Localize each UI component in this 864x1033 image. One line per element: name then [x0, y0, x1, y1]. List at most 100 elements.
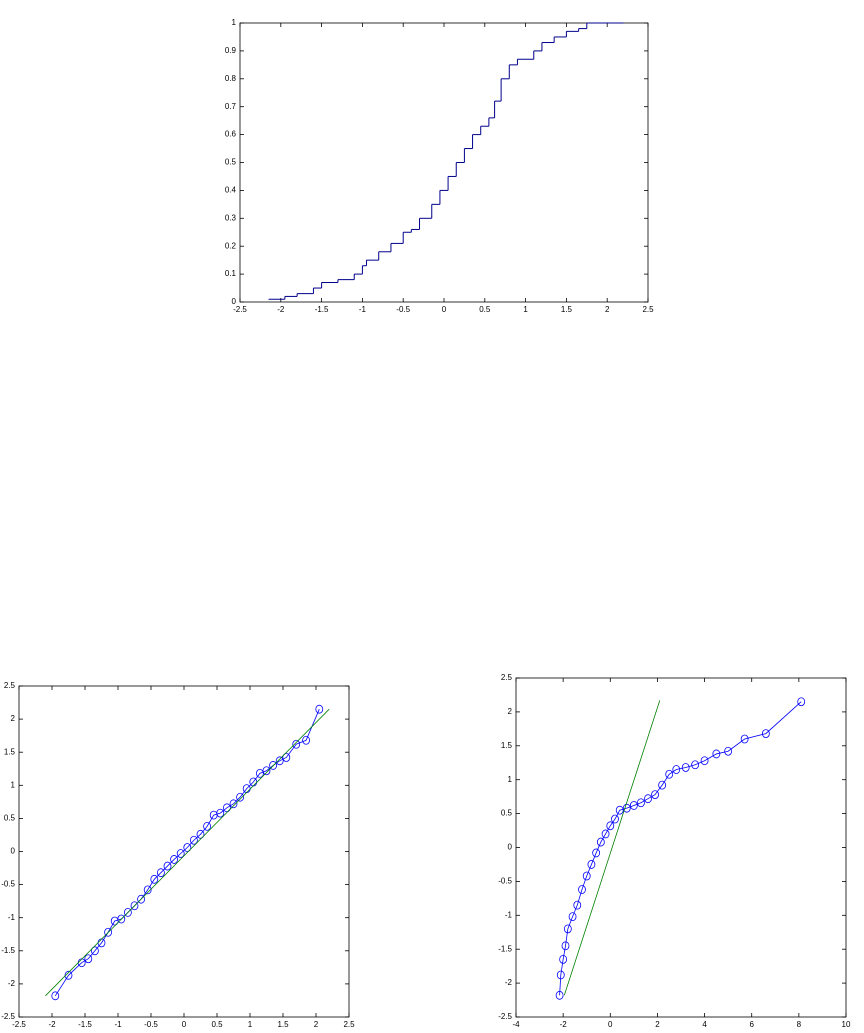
plot-area [239, 22, 649, 303]
marker [601, 829, 610, 839]
x-tick-label: 2 [605, 305, 610, 314]
x-tick-label: 1.5 [277, 1020, 289, 1029]
marker [578, 885, 586, 894]
x-tick-label: 0.5 [211, 1020, 223, 1029]
marker [700, 756, 709, 766]
y-tick-label: 1 [232, 18, 237, 27]
marker [637, 798, 645, 808]
y-tick-label: -2 [8, 979, 16, 988]
marker [587, 860, 596, 869]
marker [561, 941, 570, 951]
y-tick-label: 0.5 [225, 158, 237, 167]
y-tick-label: 2.5 [4, 681, 16, 690]
x-tick-label: 0.5 [479, 305, 491, 314]
marker [143, 885, 152, 895]
marker [573, 900, 582, 910]
y-tick-label: 0.9 [225, 46, 237, 55]
marker [761, 729, 770, 738]
y-tick-label: -1.5 [498, 944, 512, 953]
marker [651, 790, 659, 800]
x-tick-label: 2.5 [343, 1020, 355, 1029]
x-tick-label: 8 [797, 1020, 802, 1029]
y-tick-label: 0 [508, 843, 513, 852]
marker [236, 792, 245, 802]
y-tick-label: 1 [11, 780, 16, 789]
x-tick-label: 4 [702, 1020, 707, 1029]
x-tick-label: 2 [655, 1020, 660, 1029]
marker [315, 704, 324, 714]
y-tick-label: 0.4 [225, 186, 237, 195]
marker [629, 801, 638, 810]
marker [156, 868, 165, 878]
marker [606, 821, 615, 831]
x-tick-label: 0 [608, 1020, 613, 1029]
marker [269, 761, 278, 770]
x-tick-label: -2.5 [12, 1020, 26, 1029]
marker [658, 780, 667, 790]
x-tick-label: -2.5 [233, 305, 247, 314]
marker [622, 803, 631, 813]
x-tick-label: -0.5 [396, 305, 410, 314]
marker [797, 697, 806, 707]
series-line [45, 708, 330, 997]
marker [672, 765, 681, 774]
marker [137, 894, 146, 904]
x-tick-label: 0 [442, 305, 447, 314]
y-tick-label: 1.5 [501, 741, 513, 750]
y-tick-label: -2 [505, 978, 513, 987]
x-tick-label: -2 [560, 1020, 568, 1029]
y-tick-label: 0.5 [4, 814, 16, 823]
marker [196, 829, 205, 839]
x-tick-label: 2.5 [642, 305, 654, 314]
x-tick-label: 2 [314, 1020, 319, 1029]
marker [563, 924, 572, 934]
y-tick-label: -2.5 [498, 1012, 512, 1021]
marker [615, 805, 624, 815]
y-tick-label: 0.2 [225, 241, 237, 250]
series-line [563, 700, 661, 996]
x-tick-label: -2 [48, 1020, 56, 1029]
marker [176, 849, 185, 858]
y-tick-label: -1.5 [1, 946, 15, 955]
y-tick-label: 0.6 [225, 130, 237, 139]
marker [117, 914, 126, 924]
marker [691, 760, 700, 770]
y-tick-label: 1 [508, 775, 513, 784]
marker [555, 990, 564, 1000]
marker [91, 946, 99, 956]
y-tick-label: -1 [8, 913, 16, 922]
marker [681, 763, 690, 772]
marker [222, 803, 231, 813]
x-tick-label: -4 [512, 1020, 520, 1029]
y-tick-label: 1.5 [4, 747, 16, 756]
y-tick-label: -0.5 [1, 880, 15, 889]
marker [84, 954, 93, 964]
marker [189, 835, 198, 845]
marker [282, 753, 291, 762]
marker [665, 769, 674, 779]
marker [170, 855, 179, 864]
x-tick-label: 1.5 [561, 305, 573, 314]
marker [124, 908, 132, 917]
marker [724, 746, 733, 756]
marker [64, 970, 73, 980]
marker [644, 794, 652, 804]
marker [163, 861, 172, 871]
marker [229, 799, 238, 809]
marker [262, 766, 271, 776]
marker [51, 991, 60, 1001]
marker [596, 837, 605, 847]
marker [183, 843, 192, 852]
x-tick-label: -0.5 [144, 1020, 158, 1029]
x-tick-label: -1.5 [315, 305, 329, 314]
y-tick-label: 0 [11, 847, 16, 856]
y-tick-label: 2 [11, 714, 16, 723]
y-tick-label: 0.1 [225, 269, 237, 278]
y-tick-label: -2.5 [1, 1012, 15, 1021]
x-tick-label: 10 [842, 1020, 851, 1029]
marker [712, 749, 721, 759]
x-tick-label: 6 [749, 1020, 754, 1029]
marker [292, 739, 301, 749]
